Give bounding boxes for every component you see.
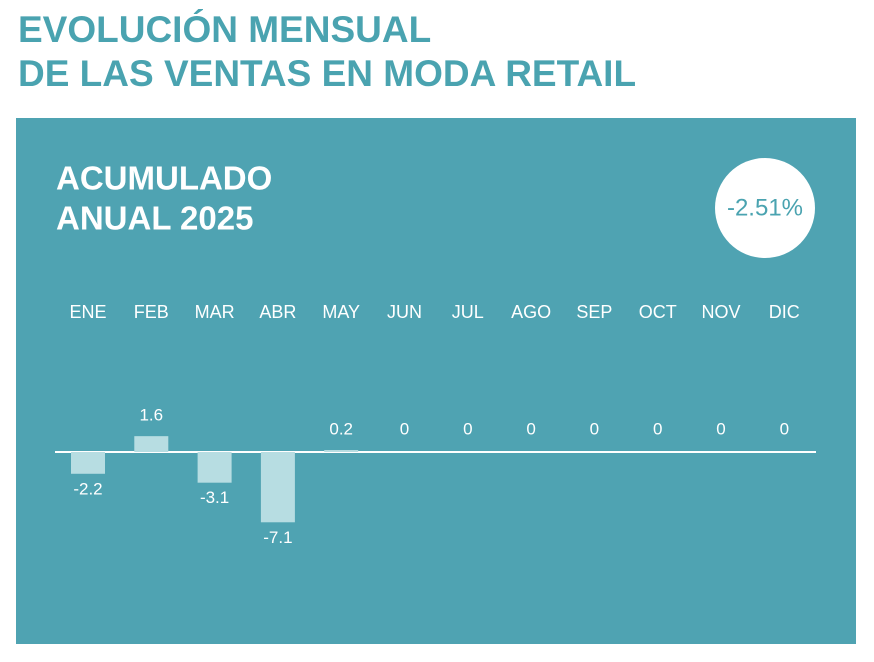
value-label: 0: [400, 419, 409, 438]
value-label: -7.1: [263, 528, 292, 547]
value-label: 0: [653, 419, 662, 438]
value-label: 0: [780, 419, 789, 438]
subtitle: ANUAL 2025: [56, 200, 253, 237]
annotation: -2.51%: [727, 194, 803, 221]
x-tick-label: ABR: [259, 302, 296, 322]
chart-title: EVOLUCIÓN MENSUAL: [18, 8, 431, 50]
bar: [71, 452, 105, 474]
bar: [260, 452, 295, 523]
subtitle: ACUMULADO: [56, 160, 272, 197]
value-label: 0.2: [329, 419, 353, 438]
value-label: 0: [526, 419, 535, 438]
value-label: 1.6: [139, 406, 163, 425]
badge: [715, 158, 815, 258]
x-tick-label: FEB: [134, 302, 169, 322]
value-label: 0: [463, 419, 472, 438]
x-tick-label: ENE: [69, 302, 106, 322]
bar: [134, 436, 169, 452]
x-tick-label: DIC: [769, 302, 800, 322]
x-tick-label: AGO: [511, 302, 551, 322]
chart-title: DE LAS VENTAS EN MODA RETAIL: [18, 53, 636, 94]
x-tick-label: MAY: [322, 302, 360, 322]
x-tick-label: OCT: [639, 302, 677, 322]
bar: [197, 452, 232, 483]
x-tick-label: JUL: [452, 302, 484, 322]
x-tick-label: NOV: [701, 302, 740, 322]
x-tick-label: SEP: [576, 302, 612, 322]
value-label: 0: [716, 419, 725, 438]
value-label: -2.2: [73, 479, 102, 498]
value-label: -3.1: [200, 488, 229, 507]
bar: [324, 450, 359, 452]
x-tick-label: JUN: [387, 302, 422, 322]
value-label: 0: [590, 419, 599, 438]
x-tick-label: MAR: [195, 302, 235, 322]
